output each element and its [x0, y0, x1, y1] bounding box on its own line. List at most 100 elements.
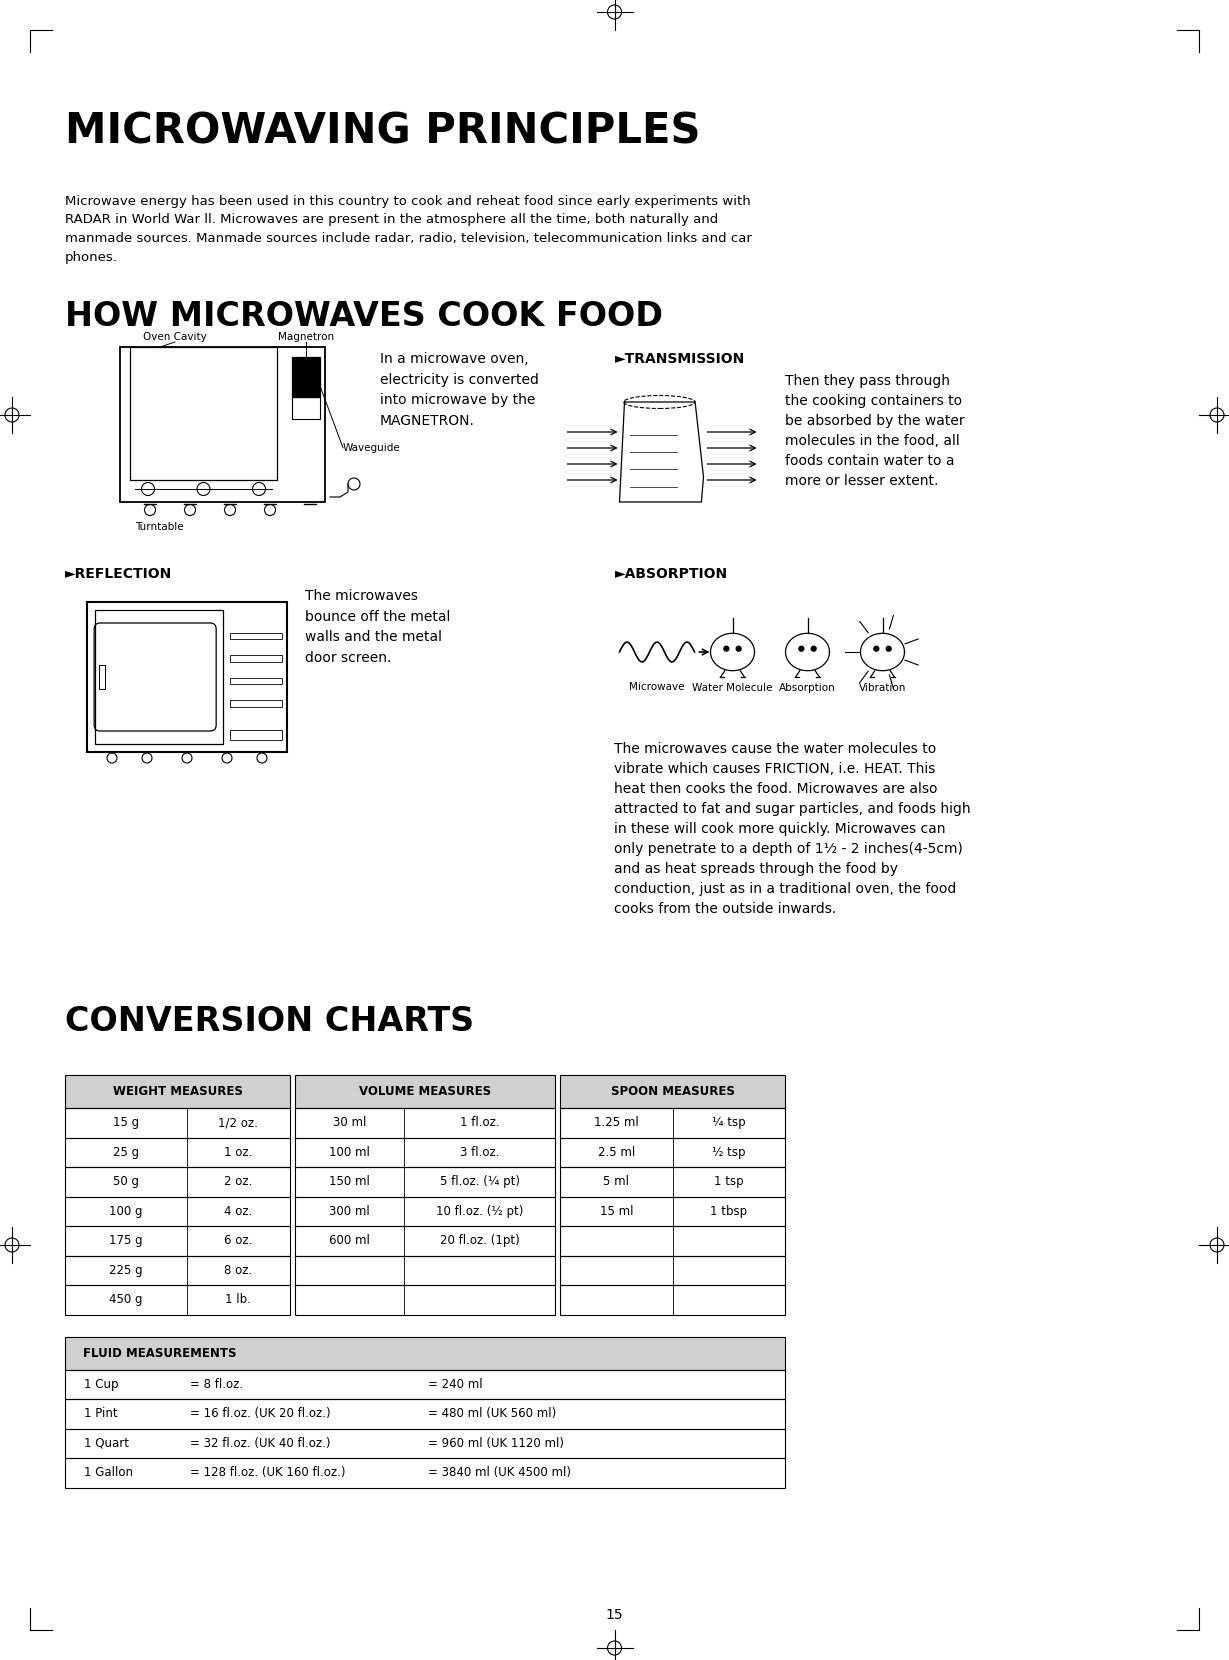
Text: 1 tbsp: 1 tbsp	[710, 1205, 747, 1218]
Text: 1 Gallon: 1 Gallon	[85, 1466, 134, 1479]
Bar	[560, 1107, 785, 1137]
Text: 450 g: 450 g	[109, 1293, 143, 1306]
Bar	[230, 656, 281, 662]
Text: Waveguide: Waveguide	[343, 443, 401, 453]
Text: VOLUME MEASURES: VOLUME MEASURES	[359, 1086, 492, 1097]
Bar	[295, 1255, 556, 1285]
Text: In a microwave oven,
electricity is converted
into microwave by the
MAGNETRON.: In a microwave oven, electricity is conv…	[380, 352, 538, 428]
Bar	[65, 1255, 290, 1285]
Text: MICROWAVING PRINCIPLES: MICROWAVING PRINCIPLES	[65, 110, 701, 153]
Polygon shape	[710, 634, 755, 671]
Bar	[65, 1457, 785, 1487]
Text: 1/2 oz.: 1/2 oz.	[219, 1116, 258, 1129]
Text: = 960 ml (UK 1120 ml): = 960 ml (UK 1120 ml)	[428, 1438, 564, 1449]
Text: 5 fl.oz. (¼ pt): 5 fl.oz. (¼ pt)	[440, 1175, 520, 1189]
Text: 1 oz.: 1 oz.	[224, 1145, 252, 1159]
Text: 30 ml: 30 ml	[333, 1116, 366, 1129]
Bar	[295, 1227, 556, 1255]
Text: 600 ml: 600 ml	[329, 1235, 370, 1247]
Text: 1 fl.oz.: 1 fl.oz.	[460, 1116, 499, 1129]
Text: = 480 ml (UK 560 ml): = 480 ml (UK 560 ml)	[428, 1408, 556, 1421]
Text: Oven Cavity: Oven Cavity	[143, 332, 206, 342]
Bar	[65, 1107, 290, 1137]
Text: 4 oz.: 4 oz.	[224, 1205, 252, 1218]
Text: Vibration: Vibration	[859, 682, 906, 692]
Text: HOW MICROWAVES COOK FOOD: HOW MICROWAVES COOK FOOD	[65, 300, 662, 334]
Circle shape	[736, 646, 741, 651]
Text: 5 ml: 5 ml	[603, 1175, 629, 1189]
Text: = 8 fl.oz.: = 8 fl.oz.	[190, 1378, 243, 1391]
Text: 50 g: 50 g	[113, 1175, 139, 1189]
Text: = 240 ml: = 240 ml	[428, 1378, 483, 1391]
Text: 2.5 ml: 2.5 ml	[597, 1145, 635, 1159]
Text: WEIGHT MEASURES: WEIGHT MEASURES	[113, 1086, 242, 1097]
Text: 150 ml: 150 ml	[329, 1175, 370, 1189]
Text: ►TRANSMISSION: ►TRANSMISSION	[614, 352, 745, 365]
Circle shape	[874, 646, 879, 651]
Text: 1 tsp: 1 tsp	[714, 1175, 744, 1189]
Bar	[65, 1399, 785, 1429]
Text: = 16 fl.oz. (UK 20 fl.oz.): = 16 fl.oz. (UK 20 fl.oz.)	[190, 1408, 331, 1421]
Bar	[65, 1336, 785, 1370]
Text: 15 g: 15 g	[113, 1116, 139, 1129]
Text: 225 g: 225 g	[109, 1263, 143, 1277]
Circle shape	[799, 646, 804, 651]
Text: 175 g: 175 g	[109, 1235, 143, 1247]
Bar	[560, 1197, 785, 1227]
Bar	[295, 1167, 556, 1197]
Text: ½ tsp: ½ tsp	[712, 1145, 746, 1159]
Circle shape	[886, 646, 891, 651]
Bar	[560, 1227, 785, 1255]
Text: = 32 fl.oz. (UK 40 fl.oz.): = 32 fl.oz. (UK 40 fl.oz.)	[190, 1438, 331, 1449]
Circle shape	[811, 646, 816, 651]
Text: 1 Cup: 1 Cup	[85, 1378, 119, 1391]
Text: Microwave: Microwave	[629, 682, 685, 692]
Bar	[120, 347, 324, 501]
Text: 2 oz.: 2 oz.	[224, 1175, 252, 1189]
Bar	[65, 1076, 290, 1107]
Bar	[295, 1137, 556, 1167]
Text: 10 fl.oz. (½ pt): 10 fl.oz. (½ pt)	[436, 1205, 524, 1218]
Bar	[230, 632, 281, 639]
Text: 1 lb.: 1 lb.	[225, 1293, 251, 1306]
Bar	[560, 1255, 785, 1285]
Bar	[65, 1197, 290, 1227]
Text: 1 Pint: 1 Pint	[85, 1408, 118, 1421]
Polygon shape	[785, 634, 830, 671]
Bar	[95, 609, 222, 744]
Text: 20 fl.oz. (1pt): 20 fl.oz. (1pt)	[440, 1235, 520, 1247]
Text: 100 ml: 100 ml	[329, 1145, 370, 1159]
Text: Absorption: Absorption	[779, 682, 836, 692]
Bar	[560, 1076, 785, 1107]
Text: ►REFLECTION: ►REFLECTION	[65, 568, 172, 581]
Text: Magnetron: Magnetron	[278, 332, 334, 342]
Circle shape	[724, 646, 729, 651]
Text: 300 ml: 300 ml	[329, 1205, 370, 1218]
Text: ►ABSORPTION: ►ABSORPTION	[614, 568, 728, 581]
Text: = 3840 ml (UK 4500 ml): = 3840 ml (UK 4500 ml)	[428, 1466, 570, 1479]
Polygon shape	[860, 634, 905, 671]
Bar	[65, 1429, 785, 1457]
Text: Turntable: Turntable	[135, 521, 183, 531]
Bar	[230, 677, 281, 684]
Text: 8 oz.: 8 oz.	[224, 1263, 252, 1277]
Bar	[560, 1285, 785, 1315]
Bar	[230, 730, 281, 740]
Text: The microwaves
bounce off the metal
walls and the metal
door screen.: The microwaves bounce off the metal wall…	[305, 589, 450, 664]
Bar	[293, 397, 320, 418]
Bar	[100, 666, 104, 689]
Bar	[295, 1197, 556, 1227]
Bar	[65, 1285, 290, 1315]
Text: SPOON MEASURES: SPOON MEASURES	[611, 1086, 735, 1097]
Bar	[65, 1370, 785, 1399]
Text: 1.25 ml: 1.25 ml	[594, 1116, 639, 1129]
Text: 3 fl.oz.: 3 fl.oz.	[460, 1145, 499, 1159]
Bar	[65, 1227, 290, 1255]
Bar	[560, 1137, 785, 1167]
Text: CONVERSION CHARTS: CONVERSION CHARTS	[65, 1004, 474, 1038]
Bar	[560, 1167, 785, 1197]
Text: 15 ml: 15 ml	[600, 1205, 633, 1218]
Bar	[295, 1107, 556, 1137]
Text: The microwaves cause the water molecules to
vibrate which causes FRICTION, i.e. : The microwaves cause the water molecules…	[614, 742, 971, 916]
Text: Then they pass through
the cooking containers to
be absorbed by the water
molecu: Then they pass through the cooking conta…	[784, 374, 964, 488]
